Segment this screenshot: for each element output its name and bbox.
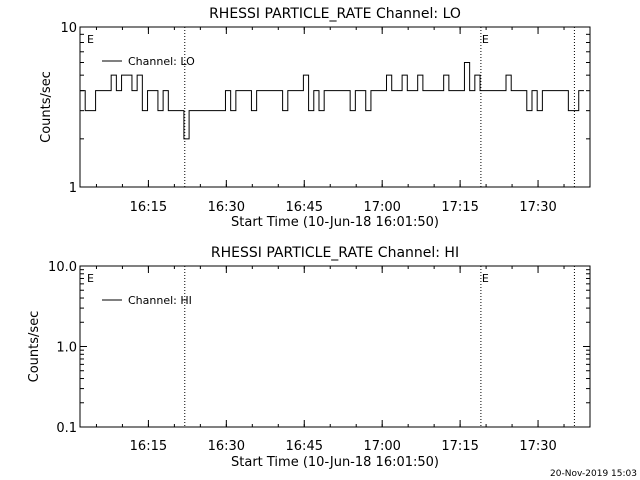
chart-title: RHESSI PARTICLE_RATE Channel: LO — [209, 6, 461, 22]
y-tick-label: 10 — [60, 21, 77, 36]
hi-channel-panel: RHESSI PARTICLE_RATE Channel: HI 16:15 16:… — [27, 245, 591, 470]
y-tick-label: 1.0 — [56, 341, 77, 356]
x-tick-label: 17:15 — [441, 200, 478, 215]
plot-frame — [79, 265, 591, 428]
event-marker-label: E — [87, 33, 94, 46]
y-tick-label: 10.0 — [48, 260, 77, 275]
x-tick-label: 16:30 — [208, 439, 245, 454]
x-tick-label: 17:15 — [441, 439, 478, 454]
y-tick-label: 1 — [69, 181, 77, 196]
x-tick-label: 17:30 — [519, 439, 556, 454]
y-axis-label: Counts/sec — [27, 311, 42, 383]
x-tick-label: 17:00 — [363, 439, 400, 454]
x-tick-label: 17:00 — [363, 200, 400, 215]
event-marker-label: E — [482, 33, 489, 46]
x-axis-label: Start Time (10-Jun-18 16:01:50) — [231, 215, 439, 230]
legend-entry: Channel: LO — [128, 55, 195, 68]
x-tick-label: 16:45 — [286, 439, 323, 454]
footer-timestamp: 20-Nov-2019 15:03 — [550, 469, 637, 479]
x-tick-label: 16:45 — [286, 200, 323, 215]
x-tick-label: 16:15 — [130, 200, 167, 215]
x-axis-label: Start Time (10-Jun-18 16:01:50) — [231, 455, 439, 470]
plot-frame — [79, 26, 591, 188]
y-tick-label: 0.1 — [56, 421, 77, 436]
event-marker-label: E — [482, 272, 489, 285]
chart-title: RHESSI PARTICLE_RATE Channel: HI — [211, 245, 459, 261]
x-tick-label: 16:30 — [208, 200, 245, 215]
legend-entry: Channel: HI — [128, 294, 192, 307]
x-tick-label: 16:15 — [130, 439, 167, 454]
y-axis-label: Counts/sec — [39, 71, 54, 143]
series-line — [80, 61, 584, 140]
x-tick-label: 17:30 — [519, 200, 556, 215]
event-marker-label: E — [87, 272, 94, 285]
lo-channel-panel: RHESSI PARTICLE_RATE Channel: LO 16:15 16:… — [39, 6, 591, 230]
